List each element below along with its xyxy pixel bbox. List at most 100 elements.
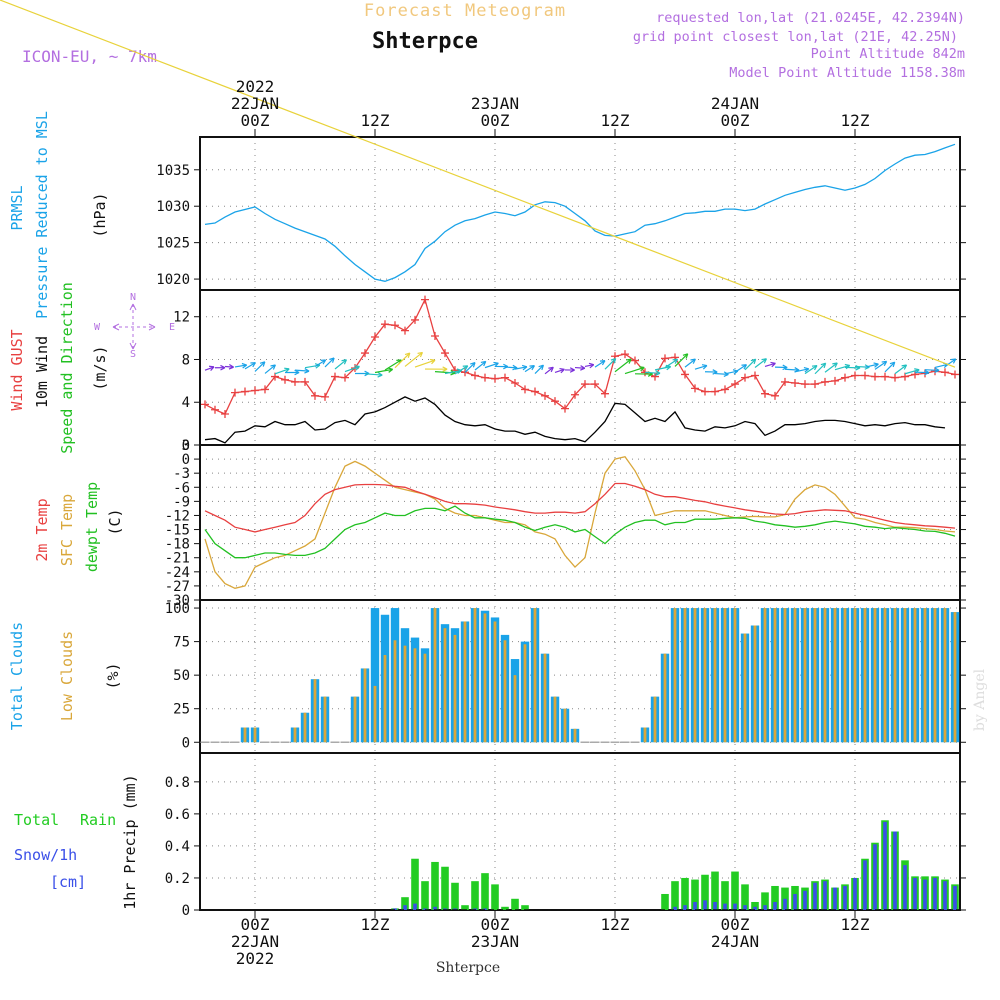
wind-direction-arrow <box>364 373 383 376</box>
wind-label-speed-dir: Speed and Direction <box>58 282 76 454</box>
wind-arrow-head <box>761 358 767 364</box>
clouds-ytick-label: 25 <box>173 702 190 718</box>
wind-gust-point <box>621 350 629 359</box>
wind-direction-arrow <box>744 358 757 371</box>
wind-arrow-head <box>588 362 595 369</box>
wind-10m-line <box>204 396 946 444</box>
wind-gust-point <box>741 373 749 382</box>
low-cloud-bar <box>643 727 647 743</box>
snow-bar <box>723 903 727 910</box>
pressure-panel: 1020 1025 1030 1035 <box>156 136 966 291</box>
gridpoint-coords: grid point closest lon,lat (21E, 42.25N) <box>633 29 958 45</box>
low-cloud-bar <box>493 621 497 743</box>
wind-direction-arrow <box>684 358 696 368</box>
wind-direction-arrow <box>814 362 827 375</box>
top-time-label: 12Z <box>361 111 390 130</box>
low-cloud-bar <box>953 612 957 743</box>
rain-bar <box>771 885 779 910</box>
rain-bar <box>691 879 699 910</box>
wind-direction-arrow <box>784 368 800 371</box>
wind-gust-point <box>251 386 259 395</box>
wind-ytick-label: 0 <box>182 438 190 454</box>
low-cloud-bar <box>873 608 877 743</box>
compass-n: N <box>130 292 136 303</box>
wind-arrow-head <box>889 361 896 368</box>
wind-gust-point <box>271 372 279 381</box>
snow-bar <box>483 908 487 910</box>
wind-direction-arrow <box>884 361 896 373</box>
wind-gust-point <box>771 391 779 400</box>
wind-gust-point <box>221 410 229 418</box>
wind-gust-point <box>541 391 549 400</box>
low-cloud-bar <box>503 640 507 743</box>
rain-bar <box>501 906 509 910</box>
wind-gust-point <box>591 380 599 389</box>
temp-panel-labels: 2m Temp SFC Temp dewpt Temp (C) <box>33 482 124 572</box>
clouds-ytick-label: 0 <box>182 735 190 751</box>
wind-gust-point <box>321 392 329 401</box>
wind-arrow-head <box>442 366 448 372</box>
wind-direction-arrow <box>414 359 436 368</box>
wind-gust-point <box>381 320 389 329</box>
wind-arrow-head <box>580 365 586 371</box>
wind-arrow-head <box>803 366 810 373</box>
wind-arrow-head <box>820 362 827 369</box>
bottom-time-label: 00Z <box>721 915 750 934</box>
low-cloud-bar <box>863 608 867 743</box>
t2m-line <box>204 482 956 533</box>
total-cloud-bar <box>370 608 380 743</box>
wind-direction-arrow <box>264 364 276 374</box>
precip-ytick-label: 0 <box>182 903 190 919</box>
snow-bar <box>753 906 757 910</box>
wind-gust-point <box>951 370 959 379</box>
wind-direction-arrow <box>394 352 411 369</box>
cloud-unit: (%) <box>104 662 122 689</box>
low-cloud-bar <box>543 653 547 743</box>
temp-label-dewpt: dewpt Temp <box>83 482 101 572</box>
snow-bar <box>773 901 777 910</box>
snow-bar <box>683 905 687 910</box>
precip-label-cm: [cm] <box>50 873 86 891</box>
low-cloud-bar <box>393 640 397 743</box>
wind-gust-point <box>521 385 529 394</box>
wind-arrow-head <box>690 358 696 364</box>
bottom-time-label: 2022 <box>236 949 275 968</box>
temp-ytick-label: -27 <box>165 579 190 595</box>
wind-direction-arrow <box>904 369 920 375</box>
bottom-time-label: 12Z <box>601 915 630 934</box>
wind-gust-point <box>831 376 839 385</box>
wind-gust-point <box>371 333 379 342</box>
wind-direction-arrow <box>714 372 729 375</box>
snow-bar <box>693 901 697 910</box>
compass-icon: N S W E <box>94 292 175 360</box>
wind-direction-arrow <box>754 358 767 368</box>
wind-arrow-head <box>429 358 436 365</box>
low-cloud-bar <box>853 608 857 743</box>
snow-bar <box>423 908 427 910</box>
snow-bar <box>823 881 827 910</box>
wind-arrow-head <box>924 369 930 376</box>
low-cloud-bar <box>383 655 387 743</box>
low-cloud-bar <box>453 634 457 743</box>
precip-ytick-label: 0.4 <box>165 839 190 855</box>
wind-gust-point <box>791 379 799 387</box>
low-cloud-bar <box>833 608 837 743</box>
compass-w: W <box>94 322 101 333</box>
low-cloud-bar <box>733 608 737 743</box>
snow-bar <box>943 881 947 910</box>
compass-e: E <box>169 322 175 333</box>
bottom-time-label: 24JAN <box>711 932 759 951</box>
wind-arrow-head <box>610 357 617 364</box>
wind-direction-arrow <box>554 368 565 373</box>
wind-gust-point <box>781 377 789 386</box>
snow-bar <box>843 885 847 910</box>
wind-arrow-head <box>228 364 234 370</box>
wind-unit: (m/s) <box>91 345 109 390</box>
low-cloud-bar <box>743 633 747 743</box>
rain-bar <box>461 905 469 910</box>
snow-bar <box>703 900 707 910</box>
low-cloud-bar <box>883 608 887 743</box>
wind-direction-arrow <box>274 368 290 375</box>
low-cloud-bar <box>703 608 707 743</box>
rain-bar <box>421 881 429 910</box>
